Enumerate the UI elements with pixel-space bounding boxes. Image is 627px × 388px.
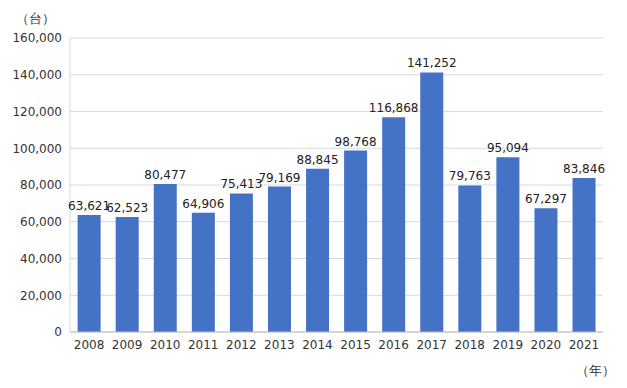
svg-text:80,477: 80,477	[144, 168, 186, 182]
svg-text:79,763: 79,763	[449, 169, 491, 183]
svg-text:2008: 2008	[74, 338, 105, 352]
svg-text:79,169: 79,169	[258, 171, 300, 185]
svg-text:116,868: 116,868	[369, 101, 419, 115]
svg-text:2020: 2020	[531, 338, 562, 352]
svg-text:0: 0	[54, 325, 62, 339]
svg-text:63,621: 63,621	[68, 199, 110, 213]
svg-text:20,000: 20,000	[20, 289, 62, 303]
svg-text:141,252: 141,252	[407, 56, 457, 70]
svg-text:2011: 2011	[188, 338, 219, 352]
svg-text:88,845: 88,845	[297, 153, 339, 167]
svg-text:2009: 2009	[112, 338, 143, 352]
svg-text:100,000: 100,000	[12, 142, 62, 156]
svg-text:83,846: 83,846	[563, 162, 605, 176]
svg-text:160,000: 160,000	[12, 31, 62, 45]
svg-text:2013: 2013	[264, 338, 295, 352]
svg-text:62,523: 62,523	[106, 201, 148, 215]
svg-text:140,000: 140,000	[12, 68, 62, 82]
svg-text:2017: 2017	[416, 338, 447, 352]
svg-text:98,768: 98,768	[335, 135, 377, 149]
svg-text:2019: 2019	[493, 338, 524, 352]
svg-text:95,094: 95,094	[487, 141, 529, 155]
svg-text:2012: 2012	[226, 338, 257, 352]
html-text:（年）: （年）	[576, 363, 615, 378]
svg-text:2010: 2010	[150, 338, 181, 352]
svg-text:2021: 2021	[569, 338, 600, 352]
svg-text:60,000: 60,000	[20, 215, 62, 229]
svg-text:2014: 2014	[302, 338, 333, 352]
svg-text:80,000: 80,000	[20, 178, 62, 192]
svg-text:120,000: 120,000	[12, 105, 62, 119]
svg-text:40,000: 40,000	[20, 252, 62, 266]
svg-text:2018: 2018	[454, 338, 485, 352]
svg-text:64,906: 64,906	[182, 197, 224, 211]
svg-text:75,413: 75,413	[220, 177, 262, 191]
svg-text:2016: 2016	[378, 338, 409, 352]
svg-text:2015: 2015	[340, 338, 371, 352]
svg-text:67,297: 67,297	[525, 192, 567, 206]
html-text:（台）: （台）	[16, 11, 55, 26]
